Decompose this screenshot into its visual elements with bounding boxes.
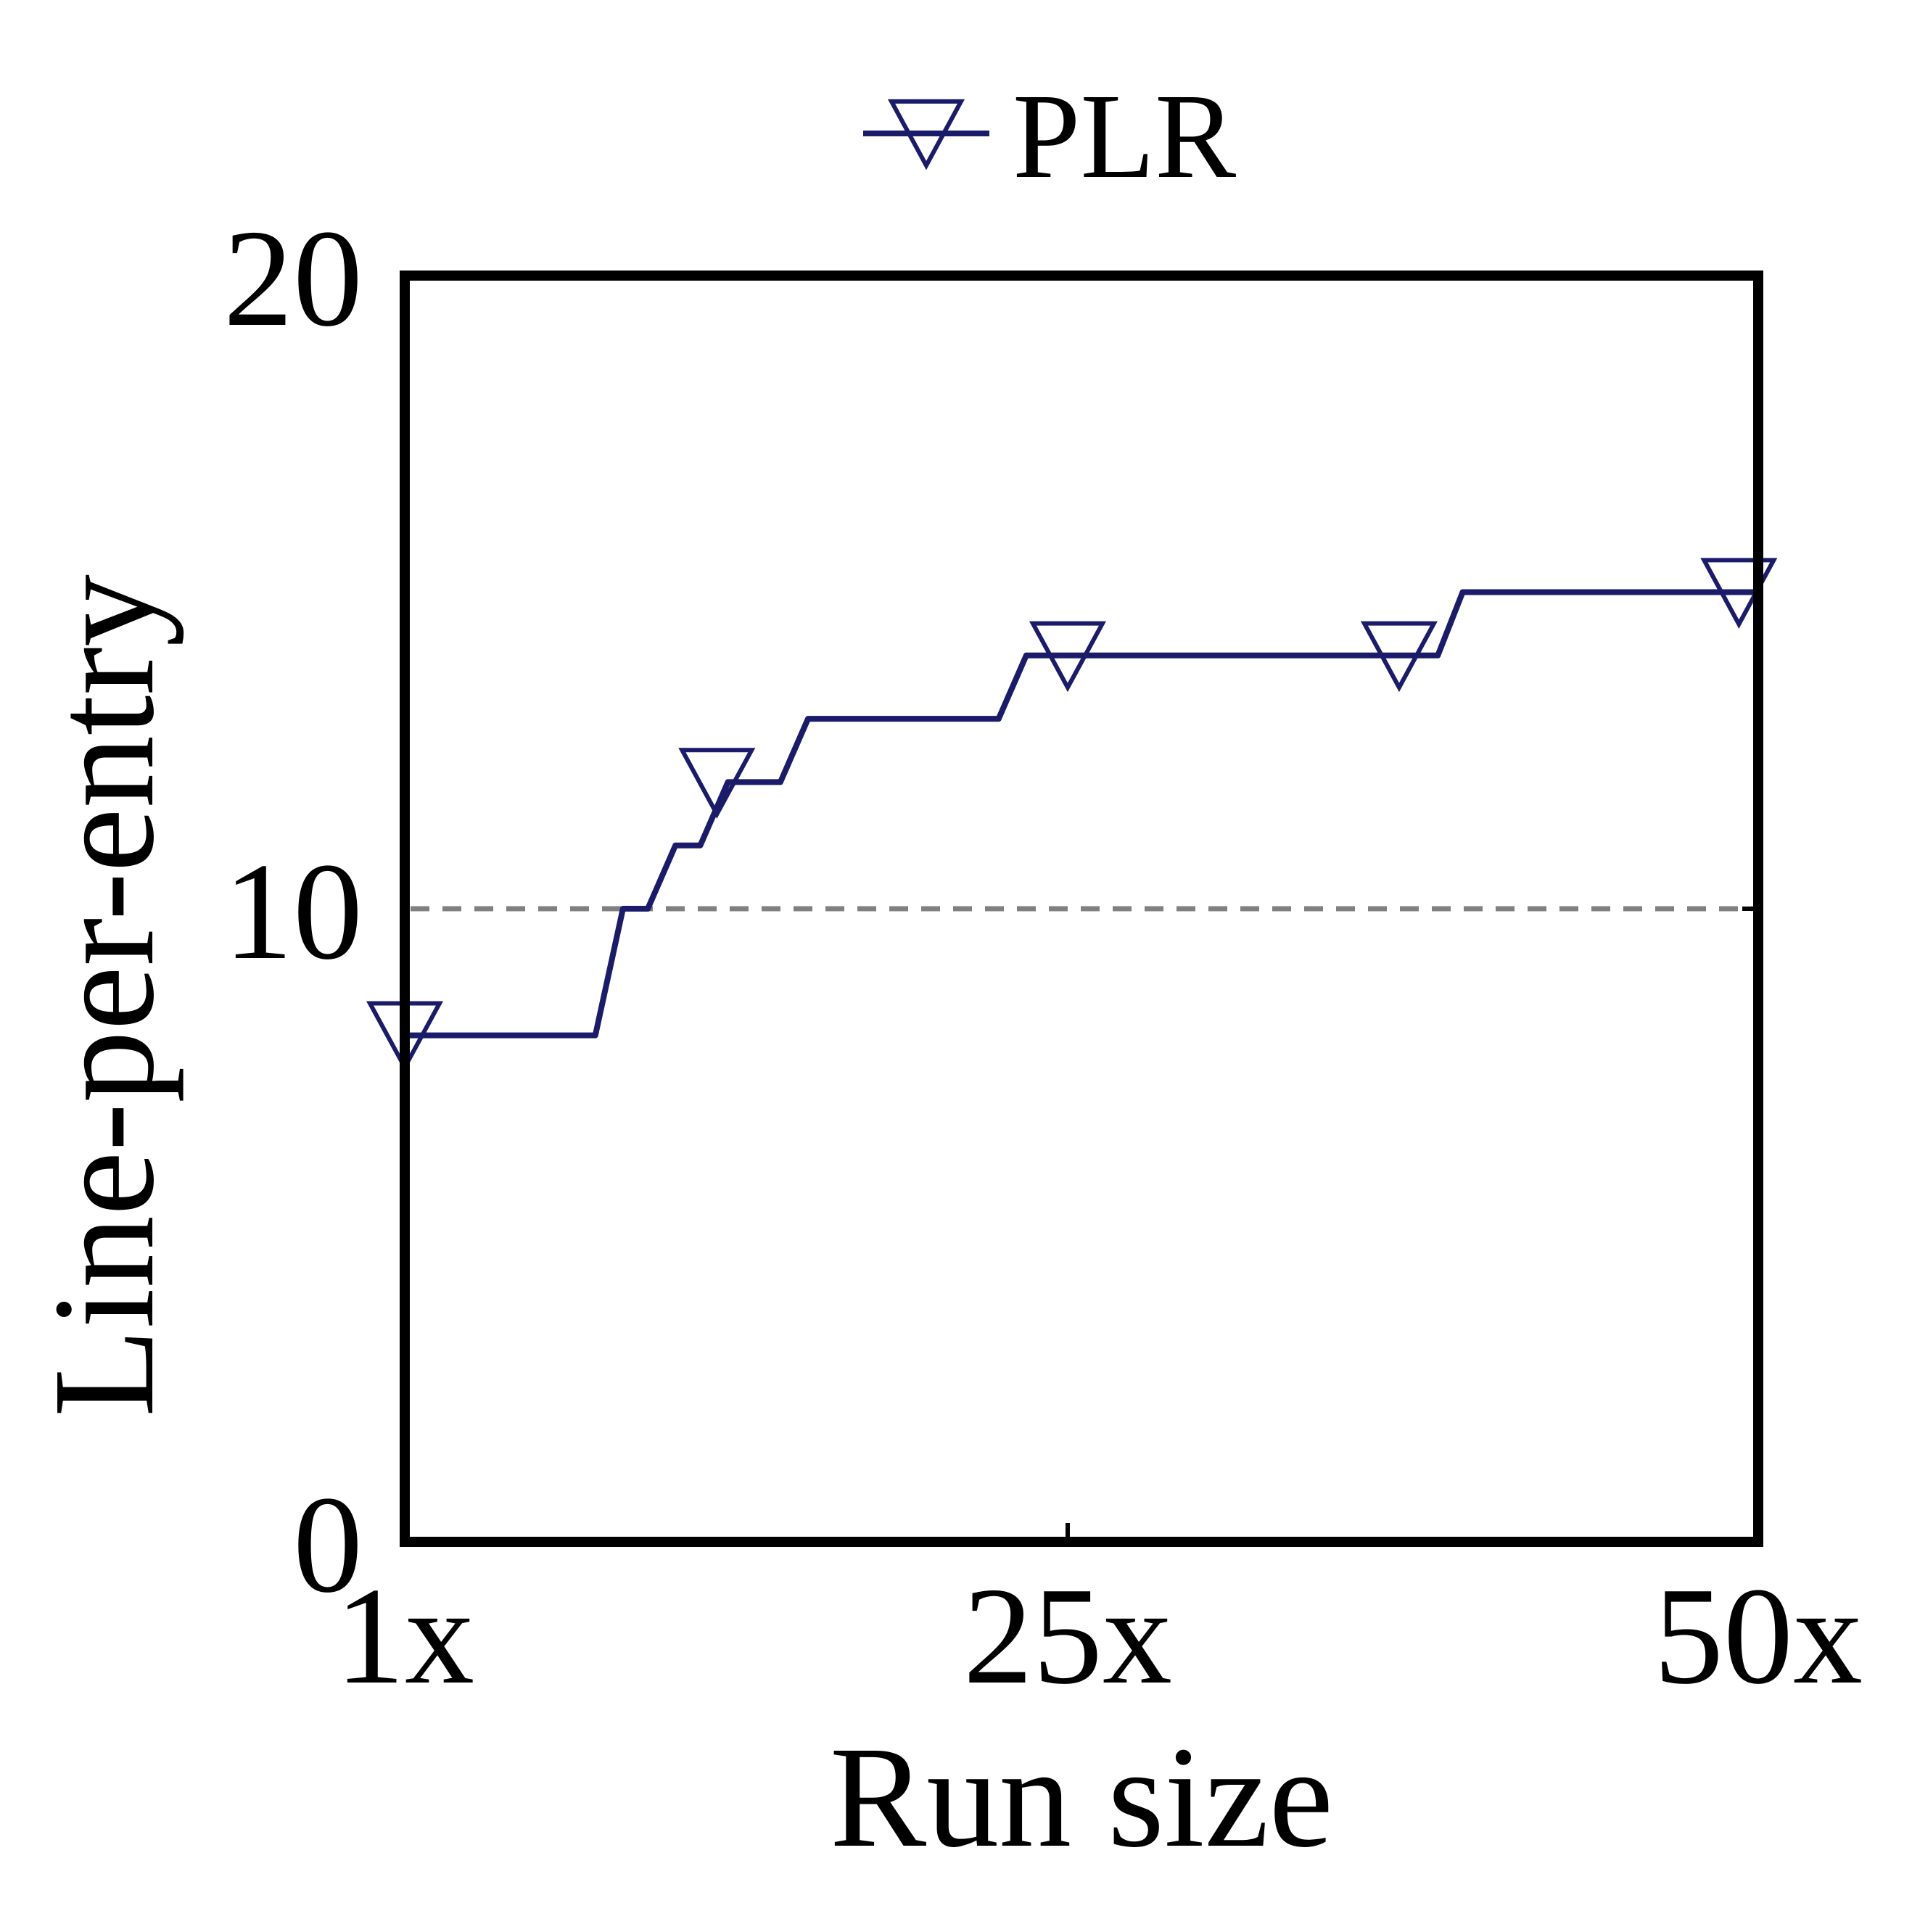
y-tick-label-2: 20	[223, 201, 363, 355]
x-tick-label-0: 1x	[335, 1559, 474, 1713]
y-axis-label: Line-per-entry	[24, 574, 184, 1417]
legend: PLR	[863, 69, 1236, 204]
x-tick-label-2: 50x	[1654, 1559, 1863, 1713]
y-tick-label-1: 10	[223, 834, 363, 988]
x-axis-label: Run size	[830, 1717, 1333, 1878]
legend-label-plr: PLR	[1013, 69, 1236, 204]
series-layer	[370, 560, 1773, 1067]
x-tick-label-1: 25x	[963, 1559, 1172, 1713]
